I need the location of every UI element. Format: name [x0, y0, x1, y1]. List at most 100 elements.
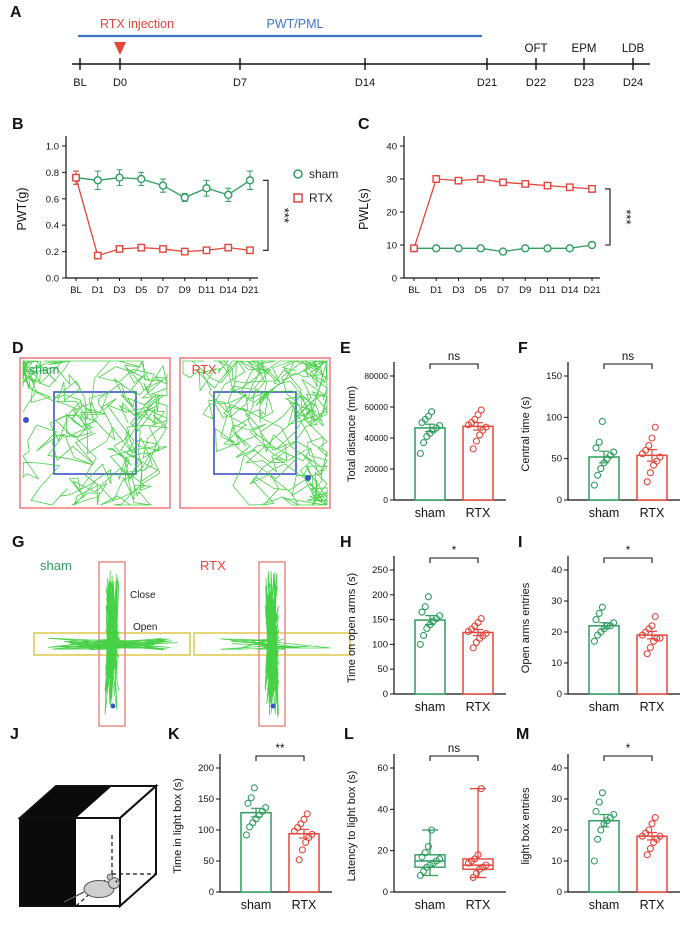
panel-label-h: H: [340, 534, 352, 551]
svg-text:ns: ns: [448, 743, 460, 755]
svg-text:D24: D24: [623, 77, 643, 89]
open-arm-time-bar-chart: 0 50 100 150 200 250 Time on open arms (s) sham…: [346, 545, 506, 714]
svg-text:20: 20: [551, 627, 562, 638]
svg-text:LDB: LDB: [622, 43, 645, 55]
svg-text:PWT(g): PWT(g): [15, 187, 29, 230]
svg-text:0: 0: [392, 274, 397, 285]
svg-text:Central time (s): Central time (s): [520, 396, 532, 471]
svg-text:sham: sham: [415, 898, 446, 912]
svg-text:D7: D7: [157, 285, 169, 296]
svg-text:D3: D3: [452, 285, 464, 296]
svg-text:0: 0: [557, 887, 562, 898]
svg-text:sham: sham: [29, 363, 60, 377]
svg-text:D22: D22: [526, 77, 546, 89]
svg-text:80000: 80000: [364, 371, 388, 381]
svg-text:D3: D3: [113, 285, 125, 296]
panel-label-d: D: [12, 340, 24, 357]
panel-label-a: A: [10, 4, 22, 21]
svg-text:Total distance (mm): Total distance (mm): [346, 386, 358, 482]
svg-text:D21: D21: [241, 285, 258, 296]
light-dark-box-illustration: [17, 783, 159, 909]
svg-text:D7: D7: [233, 77, 247, 89]
svg-text:sham: sham: [40, 558, 72, 573]
svg-text:Close: Close: [130, 590, 156, 601]
svg-text:20: 20: [551, 825, 562, 836]
panel-label-c: C: [358, 116, 370, 133]
svg-text:40: 40: [386, 142, 397, 153]
svg-text:D14: D14: [355, 77, 375, 89]
svg-text:RTX: RTX: [466, 506, 491, 520]
svg-text:RTX: RTX: [640, 898, 665, 912]
panel-label-f: F: [518, 340, 528, 357]
svg-text:RTX: RTX: [640, 700, 665, 714]
svg-text:40: 40: [377, 804, 388, 815]
svg-text:30: 30: [551, 596, 562, 607]
svg-text:D11: D11: [198, 285, 215, 296]
svg-text:10: 10: [551, 856, 562, 867]
svg-text:200: 200: [198, 763, 214, 774]
svg-text:40: 40: [551, 565, 562, 576]
panel-label-i: I: [518, 534, 523, 551]
svg-text:0: 0: [209, 887, 214, 898]
svg-text:D1: D1: [430, 285, 442, 296]
svg-text:0.0: 0.0: [46, 274, 59, 285]
svg-text:***: ***: [619, 209, 634, 224]
svg-text:0: 0: [383, 689, 388, 700]
svg-text:RTX: RTX: [200, 558, 226, 573]
svg-text:0.6: 0.6: [46, 194, 59, 205]
svg-text:PWL(s): PWL(s): [357, 188, 371, 230]
svg-text:D5: D5: [135, 285, 147, 296]
panel-label-j: J: [10, 726, 19, 743]
svg-text:BL: BL: [70, 285, 82, 296]
svg-text:RTX: RTX: [640, 506, 665, 520]
svg-text:ns: ns: [622, 351, 634, 363]
svg-text:RTX: RTX: [466, 700, 491, 714]
svg-text:D21: D21: [477, 77, 497, 89]
svg-text:RTX: RTX: [466, 898, 491, 912]
latency-box-plot: 0 20 40 60 Latency to light box (s) sham RTX ns: [346, 743, 506, 912]
svg-text:sham: sham: [415, 506, 446, 520]
svg-text:200: 200: [372, 590, 388, 601]
svg-text:***: ***: [277, 208, 292, 223]
svg-text:Latency to light box (s): Latency to light box (s): [346, 771, 358, 882]
svg-text:150: 150: [198, 794, 214, 805]
svg-text:0: 0: [557, 495, 562, 506]
svg-text:150: 150: [546, 371, 562, 382]
panel-label-l: L: [344, 726, 354, 743]
svg-text:30: 30: [551, 794, 562, 805]
panel-label-m: M: [516, 726, 530, 743]
svg-text:ns: ns: [448, 351, 460, 363]
svg-text:sham: sham: [589, 700, 620, 714]
svg-text:D14: D14: [561, 285, 578, 296]
svg-text:250: 250: [372, 565, 388, 576]
svg-text:D0: D0: [113, 77, 127, 89]
svg-text:0.2: 0.2: [46, 247, 59, 258]
svg-text:PWT/PML: PWT/PML: [267, 17, 324, 31]
svg-text:RTX: RTX: [292, 898, 317, 912]
svg-text:*: *: [626, 545, 631, 557]
pwt-line-chart: 0.0 0.2 0.4 0.6 0.8 1.0 BL D1 D3 D5 D7 D9 D11 D14 D21 P…: [15, 136, 338, 296]
pwl-line-chart: 0 10 20 30 40 BL D1 D3 D5 D7 D9 D11 D14 D21 PWL(s) ***: [357, 136, 634, 296]
svg-text:40: 40: [551, 763, 562, 774]
svg-text:100: 100: [198, 825, 214, 836]
svg-text:10: 10: [386, 241, 397, 252]
svg-text:D21: D21: [583, 285, 600, 296]
svg-text:0: 0: [383, 887, 388, 898]
svg-text:40000: 40000: [364, 433, 388, 443]
svg-text:D11: D11: [539, 285, 556, 296]
open-arm-entries-bar-chart: 0 10 20 30 40 Open arms entries sham RTX *: [520, 545, 680, 714]
total-distance-bar-chart: 0 20000 40000 60000 80000 Total distance (mm)…: [346, 351, 506, 520]
svg-text:100: 100: [372, 639, 388, 650]
svg-text:30: 30: [386, 175, 397, 186]
svg-text:0.8: 0.8: [46, 168, 59, 179]
svg-text:sham: sham: [589, 506, 620, 520]
svg-text:D23: D23: [574, 77, 594, 89]
panel-label-e: E: [340, 340, 351, 357]
light-box-time-bar-chart: 0 50 100 150 200 Time in light box (s) sham RTX…: [172, 743, 332, 912]
svg-text:100: 100: [546, 412, 562, 423]
svg-text:0.4: 0.4: [46, 221, 59, 232]
svg-text:**: **: [276, 743, 285, 755]
svg-text:0: 0: [383, 495, 388, 505]
svg-text:Time in light box (s): Time in light box (s): [172, 778, 184, 874]
